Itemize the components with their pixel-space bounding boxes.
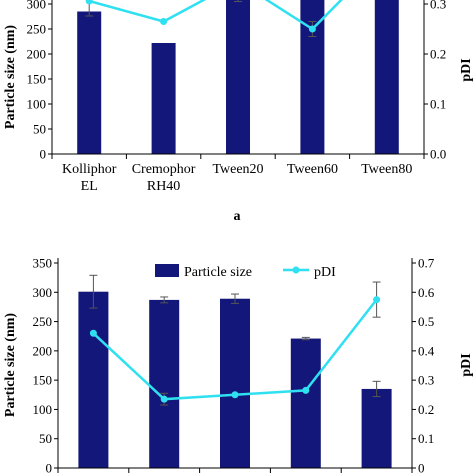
x-tick-label-0-1: Cremophor RH40 <box>132 162 196 194</box>
y-tick-label-left-1: 100 <box>33 402 53 417</box>
pdi-point-1-1 <box>160 395 168 403</box>
bar-0-1 <box>151 43 176 154</box>
bar-error-1-1 <box>160 296 169 304</box>
y-tick-label-left-0: 150 <box>27 72 47 87</box>
chart-panel-a: 0 50 100 150 200 250 300 0.0 0.1 0.2 0.3 Kolliphor E… <box>3 0 474 224</box>
pdi-point-0-1 <box>160 18 168 25</box>
bar-0-4 <box>374 0 399 154</box>
y-tick-label-left-0: 200 <box>27 47 47 62</box>
y-tick-label-left-1: 350 <box>33 256 53 271</box>
legend-label-pdi: pDI <box>314 265 336 280</box>
pdi-point-0-0 <box>85 0 93 5</box>
x-tick-label-line: Tween80 <box>361 162 412 177</box>
x-tick-label-0-0: Kolliphor EL <box>62 162 117 194</box>
pdi-line-0 <box>88 0 343 31</box>
x-tick-label-0-2: Tween20 <box>212 162 263 177</box>
axes-b: 0 50 100 150 200 250 300 350 0 0.1 0.2 0.3 0.4 0.5 0.6… <box>33 256 435 474</box>
x-tick-label-line: RH40 <box>147 179 180 194</box>
y-tick-label-left-1: 150 <box>33 373 53 388</box>
y-tick-label-left-1: 200 <box>33 343 53 358</box>
y-axis-label-right-b: pDI <box>459 353 474 376</box>
y-tick-label-left-0: 100 <box>27 97 47 112</box>
y-tick-label-right-0: 0.3 <box>430 0 446 12</box>
panel-label-a: a <box>234 209 241 224</box>
pdi-point-1-0 <box>89 329 97 337</box>
pdi-point-1-4 <box>373 296 381 304</box>
y-tick-label-left-0: 250 <box>27 22 47 37</box>
bar-error-1-3 <box>301 336 310 341</box>
legend-b: Particle size pDI <box>155 264 336 280</box>
y-tick-label-left-1: 300 <box>33 285 53 300</box>
y-tick-label-right-1: 0.7 <box>418 256 435 271</box>
y-tick-label-left-1: 50 <box>39 431 52 446</box>
y-tick-label-right-0: 0.2 <box>430 47 446 62</box>
axes-a: 0 50 100 150 200 250 300 0.0 0.1 0.2 0.3 Kolliphor E… <box>27 0 446 194</box>
x-tick-label-line: Cremophor <box>132 162 196 177</box>
legend-marker-pdi <box>292 266 300 274</box>
bar-1-4 <box>361 388 392 468</box>
bar-0-0 <box>77 11 102 154</box>
pdi-error-0-2 <box>234 0 242 2</box>
x-tick-label-line: Kolliphor <box>62 162 117 177</box>
y-tick-label-left-1: 0 <box>46 461 53 474</box>
y-axis-label-left-b: Particle size (nm) <box>3 313 18 418</box>
y-tick-label-right-1: 0.3 <box>418 373 434 388</box>
pdi-point-1-2 <box>231 391 239 399</box>
x-tick-label-line: Tween20 <box>212 162 263 177</box>
y-tick-label-left-0: 50 <box>33 122 46 137</box>
pdi-point-0-3 <box>308 25 316 33</box>
bar-1-1 <box>149 299 180 468</box>
plot-area-a <box>77 0 399 154</box>
y-tick-label-right-1: 0.1 <box>418 431 434 446</box>
y-axis-label-left-a: Particle size (nm) <box>3 25 18 130</box>
x-tick-label-line: EL <box>81 179 98 194</box>
y-tick-label-right-1: 0.2 <box>418 402 434 417</box>
bar-error-1-2 <box>231 293 239 304</box>
legend-swatch-particle-size <box>155 264 179 277</box>
bar-0-2 <box>226 0 250 154</box>
y-tick-label-right-0: 0.0 <box>430 147 446 162</box>
y-tick-label-right-1: 0.6 <box>418 285 435 300</box>
bar-error-1-0 <box>89 274 98 309</box>
x-tick-label-0-4: Tween80 <box>361 162 412 177</box>
legend-label-particle-size: Particle size <box>184 265 252 280</box>
x-tick-label-line: Tween60 <box>287 162 338 177</box>
y-tick-label-right-1: 0 <box>418 461 425 474</box>
bar-1-3 <box>290 338 321 468</box>
y-tick-label-right-0: 0.1 <box>430 97 446 112</box>
y-tick-label-left-1: 250 <box>33 314 53 329</box>
y-tick-label-left-0: 0 <box>40 147 47 162</box>
y-axis-label-right-a: pDI <box>459 58 474 81</box>
bar-1-2 <box>220 298 250 468</box>
x-tick-label-0-3: Tween60 <box>287 162 338 177</box>
y-tick-label-left-0: 300 <box>27 0 47 12</box>
y-tick-label-right-1: 0.5 <box>418 314 434 329</box>
y-tick-label-right-1: 0.4 <box>418 343 435 358</box>
pdi-point-1-3 <box>302 386 310 394</box>
bar-1-0 <box>78 291 109 468</box>
bar-error-1-4 <box>372 380 381 398</box>
plot-area-b <box>78 274 392 468</box>
chart-panel-b: 0 50 100 150 200 250 300 350 0 0.1 0.2 0.3 0.4 0.5 0.6… <box>3 256 474 474</box>
